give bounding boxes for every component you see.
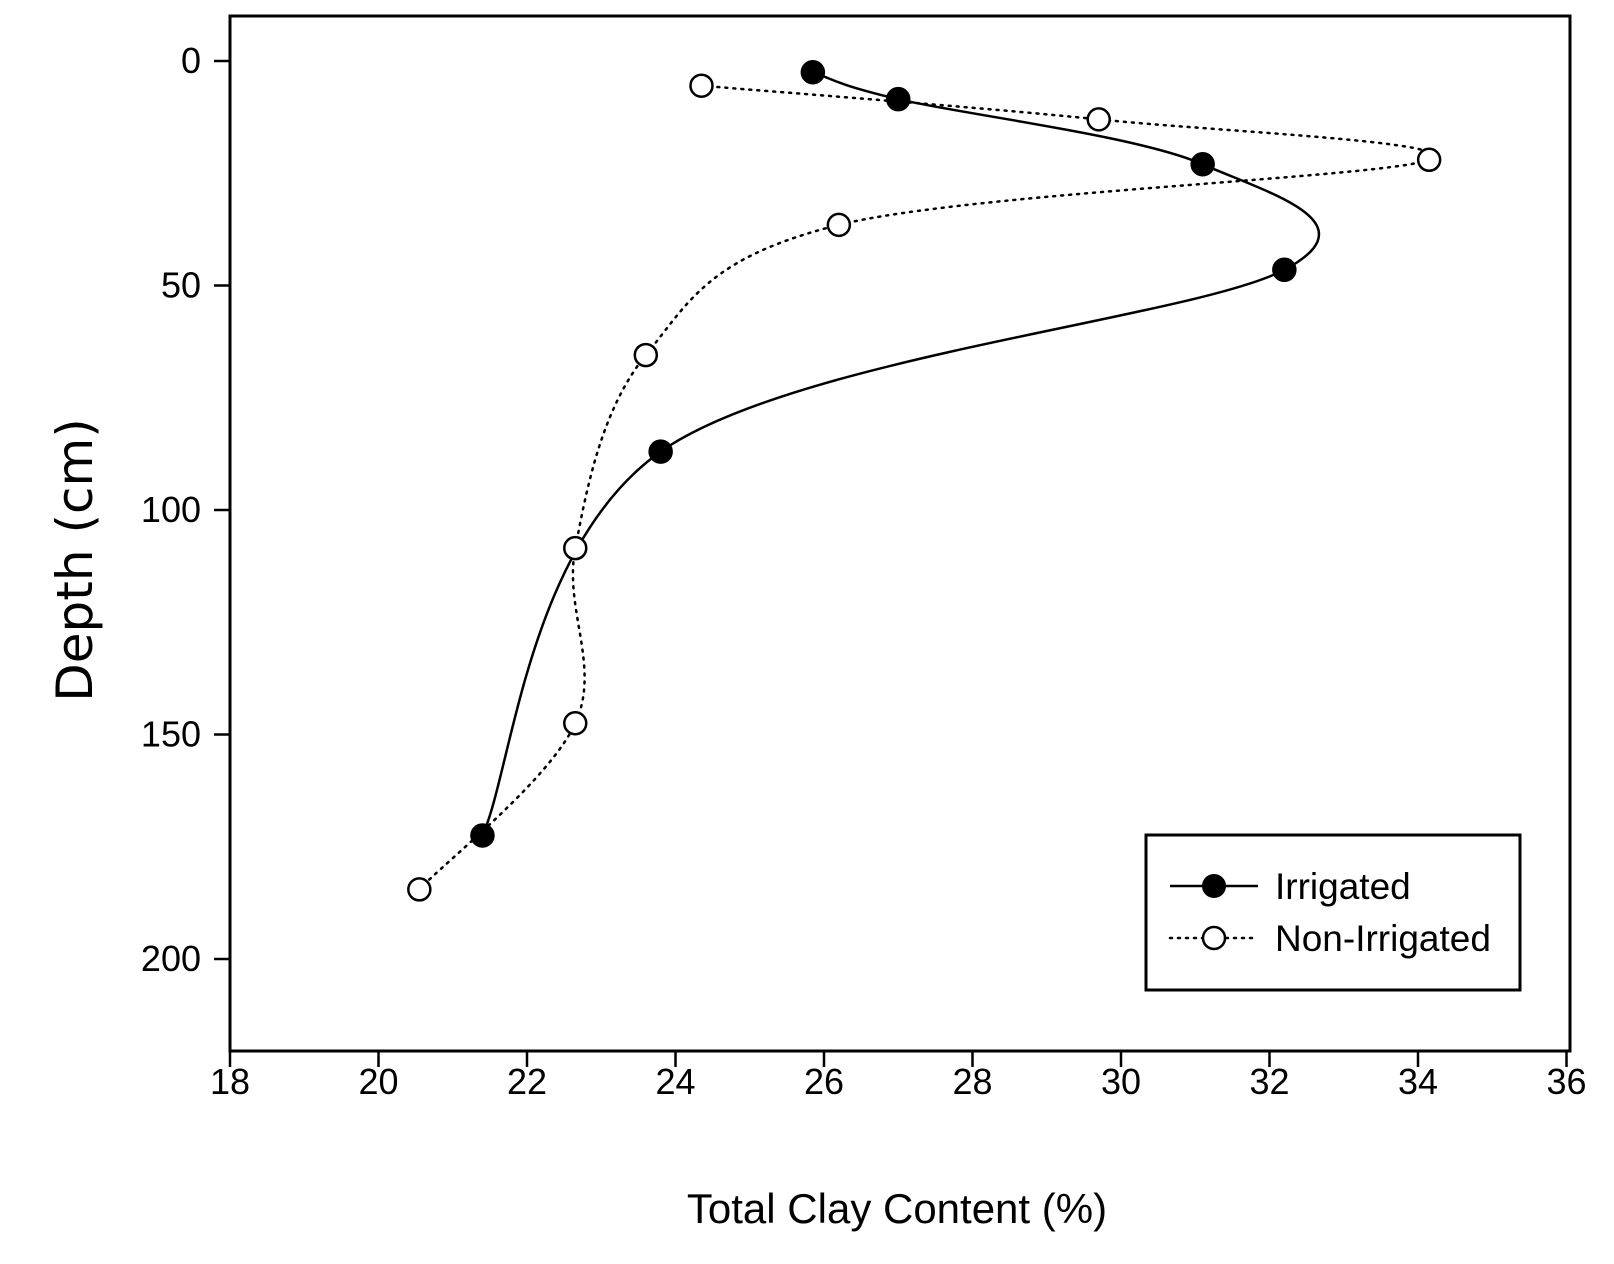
- x-tick-label-18: 18: [210, 1061, 250, 1102]
- legend-label-irrigated: Irrigated: [1275, 866, 1411, 907]
- x-tick-label-20: 20: [358, 1061, 398, 1102]
- legend: Irrigated Non-Irrigated: [1144, 833, 1522, 992]
- x-tick-label-32: 32: [1249, 1061, 1289, 1102]
- x-axis-label: Total Clay Content (%): [687, 1185, 1107, 1232]
- data-point-irrigated-1: [800, 59, 826, 85]
- data-point-non-irrigated-6: [563, 535, 588, 561]
- legend-box: [1144, 833, 1522, 992]
- x-axis: 18 20 22 24 26 28 30 32 34 36: [210, 1051, 1587, 1102]
- data-point-irrigated-5: [648, 439, 673, 464]
- x-tick-label-24: 24: [655, 1061, 695, 1102]
- x-tick-label-36: 36: [1546, 1061, 1586, 1102]
- plot-frame: [228, 14, 1572, 1053]
- y-tick-label-200: 200: [141, 938, 201, 979]
- y-axis: 0 50 100 150 200: [141, 40, 230, 979]
- series-layer: [407, 59, 1442, 902]
- data-point-non-irrigated-2: [1086, 107, 1111, 132]
- data-point-irrigated-6: [470, 823, 495, 848]
- legend-label-non-irrigated: Non-Irrigated: [1275, 918, 1491, 959]
- legend-marker-irrigated: [1202, 874, 1226, 898]
- data-point-irrigated-2: [886, 86, 911, 112]
- y-axis-label: Depth (cm): [46, 418, 104, 701]
- x-tick-label-34: 34: [1398, 1061, 1438, 1102]
- data-point-non-irrigated-7: [563, 711, 588, 736]
- x-tick-label-30: 30: [1101, 1061, 1141, 1102]
- x-tick-label-28: 28: [952, 1061, 992, 1102]
- x-tick-label-26: 26: [804, 1061, 844, 1102]
- data-point-irrigated-4: [1272, 257, 1297, 283]
- y-tick-label-100: 100: [141, 489, 201, 530]
- series-line-non-irrigated: [418, 84, 1436, 891]
- data-point-non-irrigated-4: [826, 212, 852, 238]
- y-tick-label-0: 0: [181, 40, 201, 81]
- y-tick-label-50: 50: [161, 265, 201, 306]
- data-point-non-irrigated-5: [633, 342, 659, 368]
- x-tick-label-22: 22: [507, 1061, 547, 1102]
- series-line-irrigated: [481, 71, 1321, 837]
- data-point-non-irrigated-8: [407, 877, 432, 902]
- data-point-irrigated-3: [1190, 152, 1215, 177]
- y-tick-label-150: 150: [141, 714, 201, 755]
- data-point-non-irrigated-3: [1416, 147, 1442, 173]
- legend-marker-non-irrigated: [1201, 925, 1227, 951]
- data-point-non-irrigated-1: [689, 73, 714, 98]
